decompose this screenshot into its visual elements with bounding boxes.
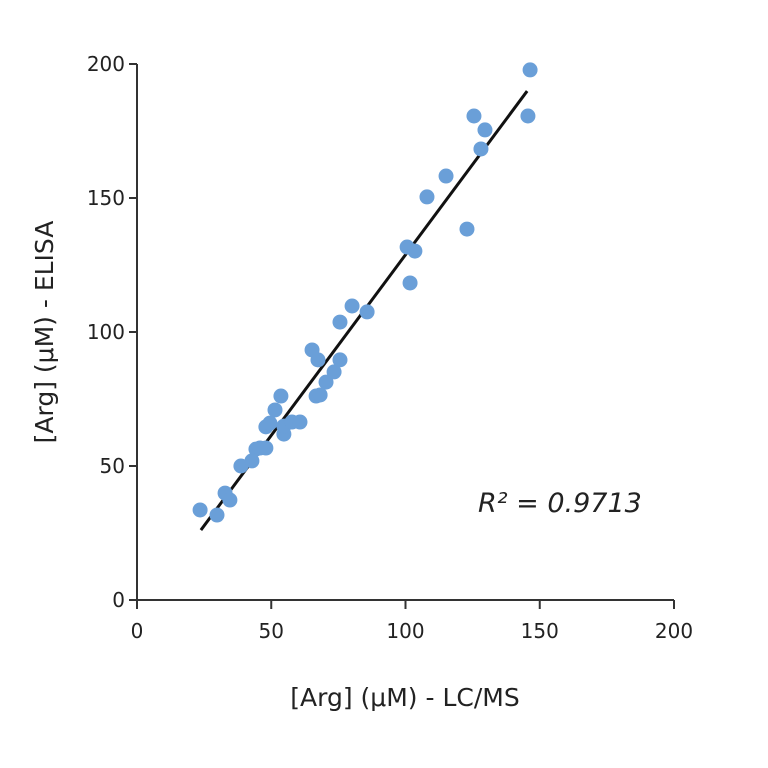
y-tick-label: 200 bbox=[87, 52, 125, 76]
data-point bbox=[267, 402, 283, 418]
data-point bbox=[438, 168, 454, 184]
data-point bbox=[522, 62, 538, 78]
x-tick-label: 150 bbox=[521, 619, 559, 643]
data-point bbox=[310, 352, 326, 368]
y-tick-label: 0 bbox=[112, 588, 125, 612]
data-point bbox=[344, 298, 360, 314]
data-point bbox=[466, 108, 482, 124]
data-points bbox=[192, 62, 538, 523]
data-point bbox=[419, 189, 435, 205]
data-point bbox=[402, 275, 418, 291]
data-point bbox=[273, 388, 289, 404]
data-point bbox=[477, 122, 493, 138]
x-tick-label: 200 bbox=[655, 619, 693, 643]
data-point bbox=[292, 414, 308, 430]
x-tick-label: 0 bbox=[131, 619, 144, 643]
y-tick-label: 50 bbox=[100, 454, 125, 478]
x-tick-label: 100 bbox=[386, 619, 424, 643]
axes: 0 50 100 150 200 0 50 100 150 200 bbox=[87, 52, 693, 643]
data-point bbox=[359, 304, 375, 320]
data-point bbox=[209, 507, 225, 523]
data-point bbox=[222, 492, 238, 508]
data-point bbox=[312, 387, 328, 403]
data-point bbox=[520, 108, 536, 124]
x-tick-label: 50 bbox=[259, 619, 284, 643]
data-point bbox=[318, 374, 334, 390]
y-tick-label: 150 bbox=[87, 186, 125, 210]
x-axis-title: [Arg] (μM) - LC/MS bbox=[290, 683, 519, 712]
data-point bbox=[459, 221, 475, 237]
data-point bbox=[262, 415, 278, 431]
r-squared-annotation: R² = 0.9713 bbox=[478, 488, 642, 519]
data-point bbox=[258, 440, 274, 456]
data-point bbox=[192, 502, 208, 518]
data-point bbox=[244, 453, 260, 469]
data-point bbox=[407, 243, 423, 259]
data-point bbox=[332, 352, 348, 368]
data-point bbox=[473, 141, 489, 157]
data-point bbox=[326, 364, 342, 380]
y-tick-label: 100 bbox=[87, 320, 125, 344]
data-point bbox=[332, 314, 348, 330]
y-axis-title: [Arg] (μM) - ELISA bbox=[30, 221, 59, 444]
